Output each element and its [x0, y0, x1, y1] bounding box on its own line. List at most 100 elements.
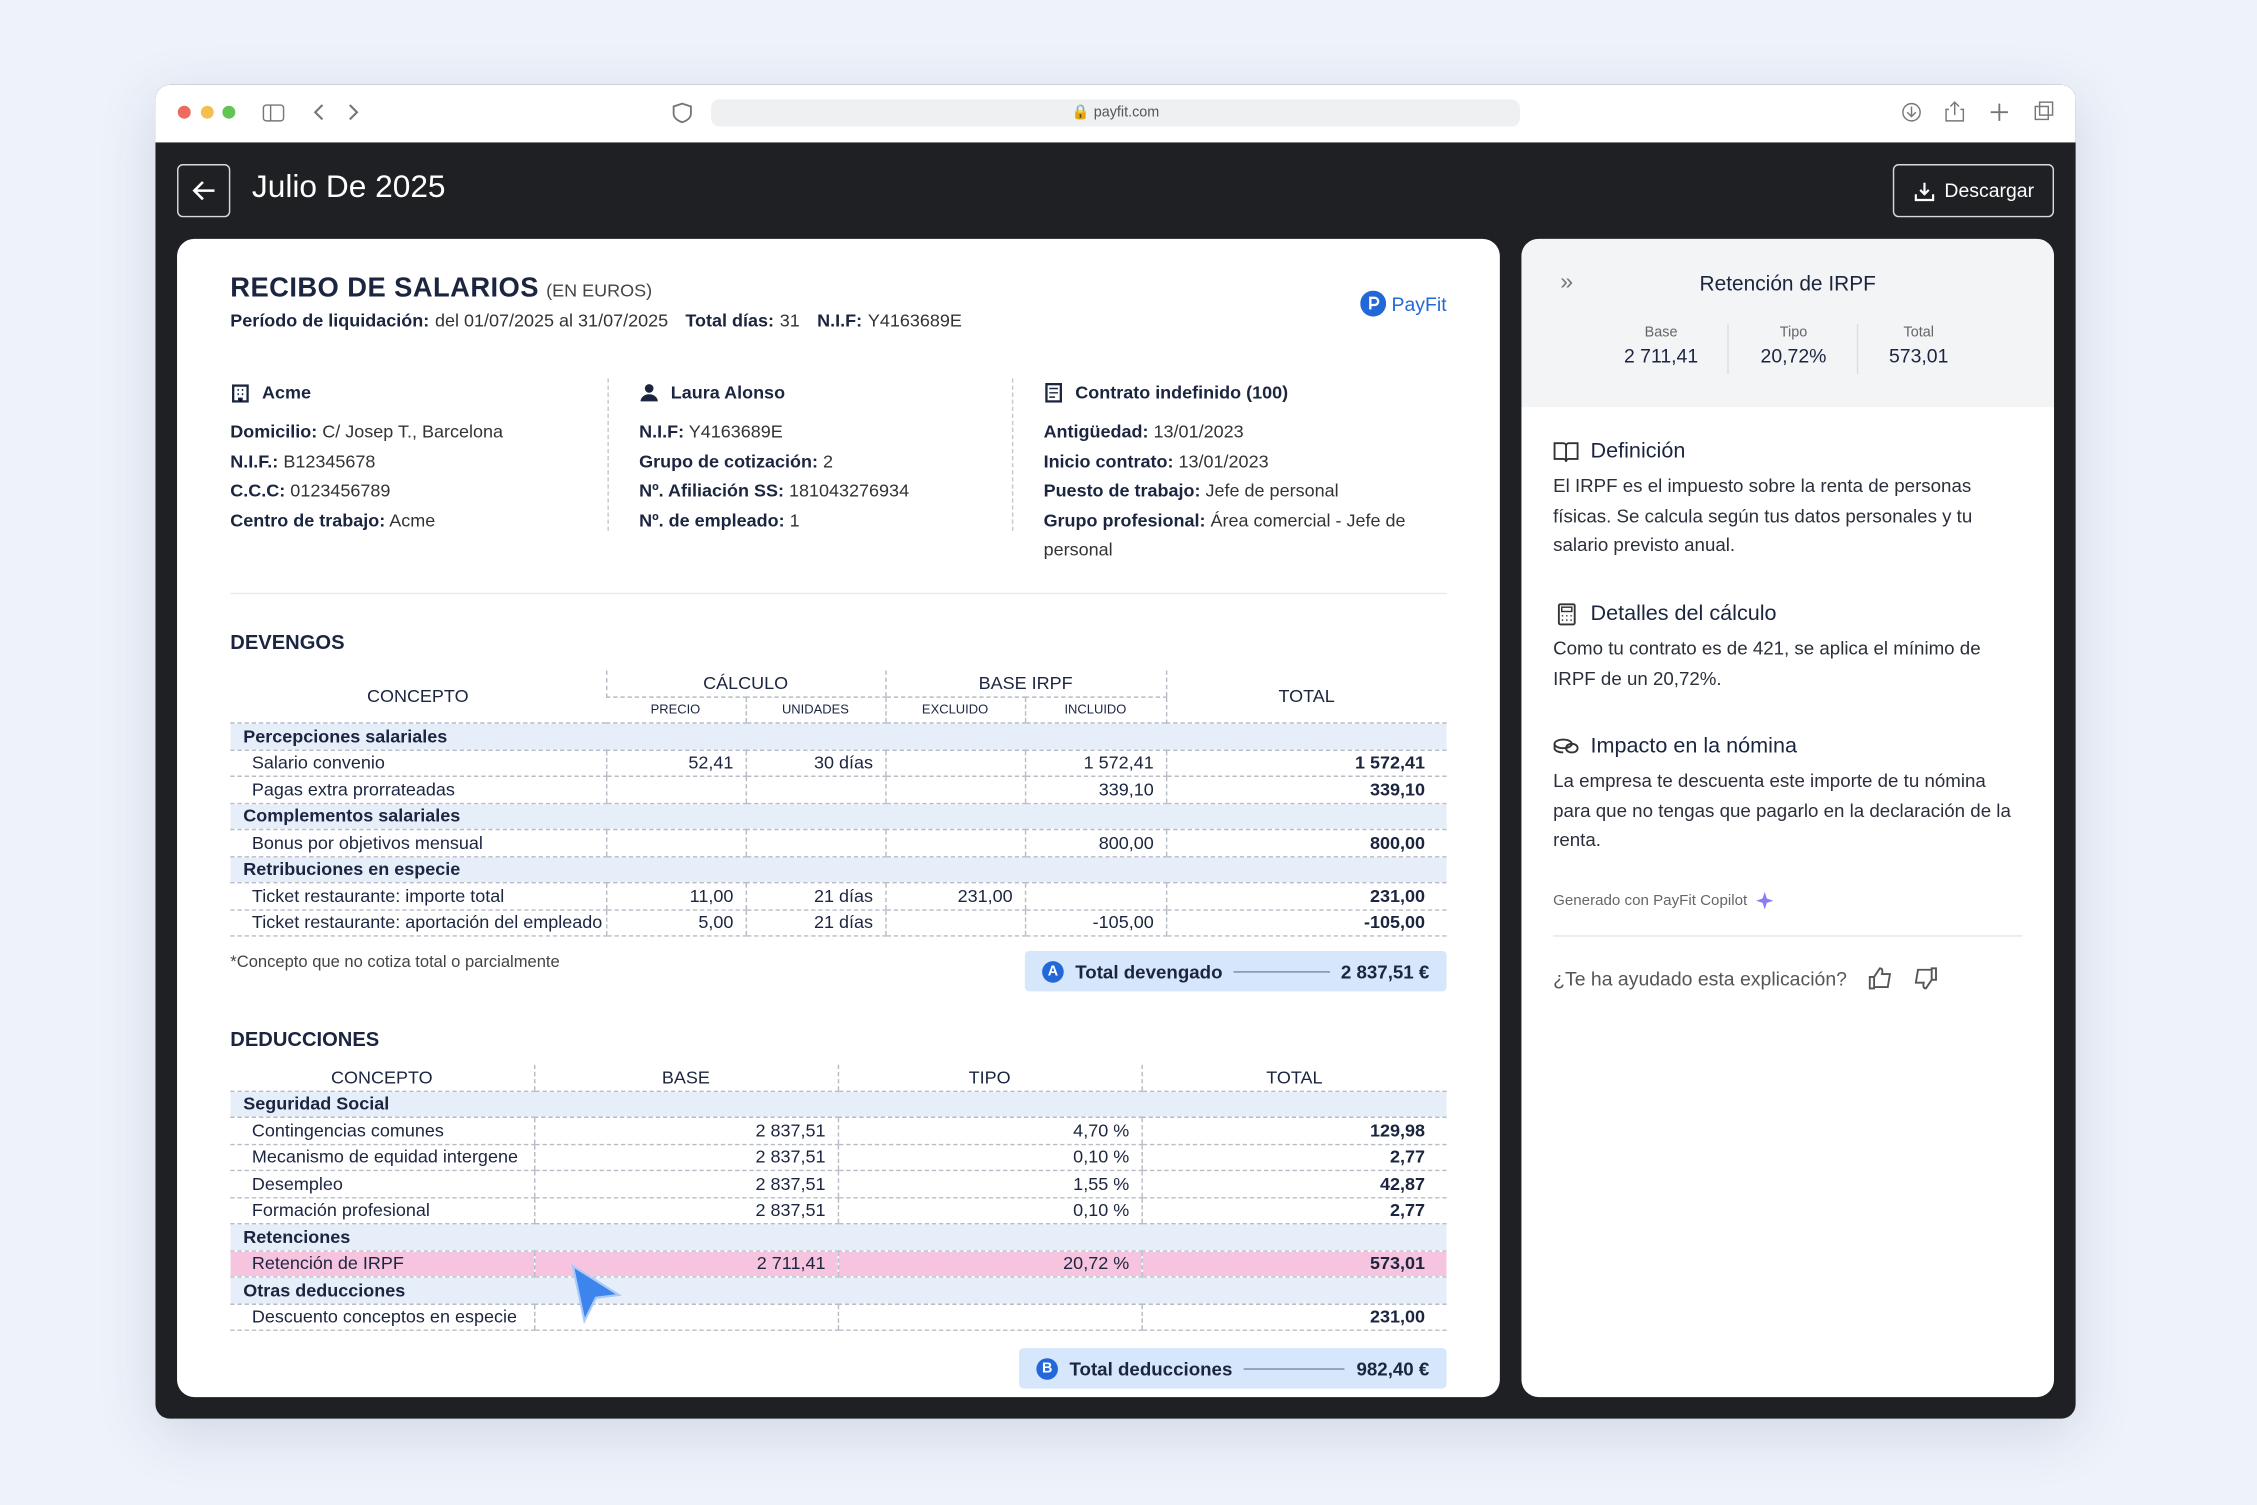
cell-number: 2 837,51 [533, 1197, 838, 1225]
stat-label: Total [1903, 325, 1934, 341]
cell-number: 2,77 [1140, 1197, 1447, 1225]
group-row: Complementos salariales [230, 802, 1447, 831]
cell-concept: Contingencias comunes [230, 1117, 535, 1145]
field-value: Y4163689E [688, 421, 783, 442]
section-text: La empresa te descuenta este importe de … [1553, 769, 2011, 851]
panel-section: Definición El IRPF es el impuesto sobre l… [1553, 439, 2028, 561]
cell-concept: Ticket restaurante: importe total [230, 882, 606, 911]
cell-concept: Ticket restaurante: aportación del emple… [230, 909, 606, 937]
total-badge: B [1036, 1357, 1058, 1380]
cell-number: -105,00 [1165, 909, 1447, 937]
group-name: Seguridad Social [230, 1090, 1447, 1118]
cell-number [1024, 882, 1166, 911]
feedback-question: ¿Te ha ayudado esta explicación? [1553, 967, 1847, 990]
section-heading: Impacto en la nómina [1553, 734, 2028, 758]
payslip-subtitle: (EN EUROS) [546, 280, 653, 301]
cell-number [744, 776, 886, 804]
field-value: 13/01/2023 [1153, 421, 1244, 442]
field-label: C.C.C: [230, 480, 286, 501]
cell-number: 1 572,41 [1024, 749, 1166, 777]
brand-name: PayFit [1391, 292, 1447, 315]
generated-text: Generado con PayFit Copilot [1553, 892, 1748, 910]
cell-number [744, 829, 886, 857]
cell-number: 800,00 [1165, 829, 1447, 857]
icon-svg [1869, 967, 1892, 990]
icon[interactable] [1913, 965, 1939, 991]
download-button[interactable]: Descargar [1892, 164, 2055, 218]
cell-number: 1,55 % [837, 1170, 1142, 1198]
field-value: Jefe de personal [1205, 480, 1339, 501]
data-row: Descuento conceptos en especie 231,00 [230, 1303, 1447, 1331]
data-row: Retención de IRPF 2 711,41 20,72 % 573,01 [230, 1250, 1447, 1278]
cell-number: 800,00 [1024, 829, 1166, 857]
party-field: Antigüedad: 13/01/2023 [1044, 417, 1433, 446]
cell-number: 2 837,51 [533, 1117, 838, 1145]
cell-number: 30 días [744, 749, 886, 777]
total-value: 2 837,51 € [1340, 960, 1430, 982]
section-title: Impacto en la nómina [1590, 733, 1797, 759]
party-field: C.C.C: 0123456789 [230, 476, 619, 505]
stat: Tipo 20,72% [1722, 325, 1866, 367]
field-label: Nº. de empleado: [639, 510, 785, 531]
field-label: Grupo de cotización: [639, 451, 819, 472]
field-value: C/ Josep T., Barcelona [322, 421, 503, 442]
payslip-title: RECIBO DE SALARIOS [230, 273, 539, 304]
column-header: UNIDADES [744, 696, 886, 724]
field-label: Inicio contrato: [1043, 451, 1174, 472]
column-header: TIPO [837, 1064, 1142, 1092]
field-label: Puesto de trabajo: [1043, 480, 1201, 501]
stat-divider [1856, 323, 1858, 375]
cell-concept: Salario convenio [230, 749, 606, 777]
party-name: Acme [261, 382, 311, 403]
panel-summary: » Retención de IRPF Base 2 711,41 Tipo 20,72%… [1521, 238, 2055, 408]
party-header: Contrato indefinido (100) [1044, 378, 1433, 407]
data-row: Ticket restaurante: importe total 11,00 21… [230, 882, 1447, 911]
cell-number: 231,00 [1140, 1303, 1447, 1331]
icon-svg [640, 384, 658, 402]
stat-divider [1727, 323, 1729, 375]
cell-number: 339,10 [1165, 776, 1447, 804]
cell-number: -105,00 [1024, 909, 1166, 937]
icon [1359, 290, 1386, 317]
party: Contrato indefinido (100) Antigüedad: 13/… [1044, 378, 1433, 564]
back-icon [192, 181, 215, 201]
section-divider [230, 592, 1447, 595]
icon[interactable] [1867, 965, 1893, 991]
back-button[interactable] [177, 164, 231, 218]
party-field: N.I.F: Y4163689E [639, 417, 1028, 446]
cell-number: 2 837,51 [533, 1170, 838, 1198]
data-row: Mecanismo de equidad intergene 2 837,51 0,… [230, 1143, 1447, 1172]
column-header: TOTAL [1165, 670, 1447, 724]
generated-note: Generado con PayFit Copilot [1553, 891, 1774, 911]
icon-svg [1359, 290, 1386, 317]
earnings-table: CONCEPTO CÁLCULO BASE IRPF TOTAL PRECIO UNIDA… [230, 670, 1447, 937]
cell-number [884, 749, 1025, 777]
data-row: Desempleo 2 837,51 1,55 % 42,87 [230, 1170, 1447, 1198]
party-name: Contrato indefinido (100) [1075, 382, 1289, 403]
party-divider [607, 378, 609, 531]
party-divider [1011, 378, 1014, 531]
cell-number: 231,00 [1165, 882, 1447, 911]
column-header: TOTAL [1140, 1064, 1447, 1092]
field-label: Nº. Afiliación SS: [639, 480, 784, 501]
address-bar[interactable]: 🔒 payfit.com [711, 99, 1521, 127]
period-value: del 01/07/2025 al 31/07/2025 [434, 310, 669, 331]
column-header: INCLUIDO [1024, 696, 1166, 724]
cell-number: 52,41 [605, 749, 746, 777]
cell-number: 231,00 [884, 882, 1025, 911]
cell-number [884, 829, 1025, 857]
download-label: Descargar [1944, 179, 2035, 202]
party-field: N.I.F.: B12345678 [230, 447, 619, 476]
total-label: Total deducciones [1069, 1357, 1233, 1380]
url: payfit.com [1093, 105, 1160, 121]
cell-number: 0,10 % [837, 1197, 1142, 1225]
icon-svg [1914, 967, 1938, 990]
icon-svg [232, 384, 249, 403]
browser-window: 🔒 payfit.com Julio De 2025 Descargar REC… [155, 84, 2076, 1419]
panel-title: Retención de IRPF [1699, 273, 1876, 297]
party-field: Grupo de cotización: 2 [639, 447, 1028, 476]
stat-label: Base [1644, 325, 1678, 341]
icon-svg [1557, 602, 1576, 625]
